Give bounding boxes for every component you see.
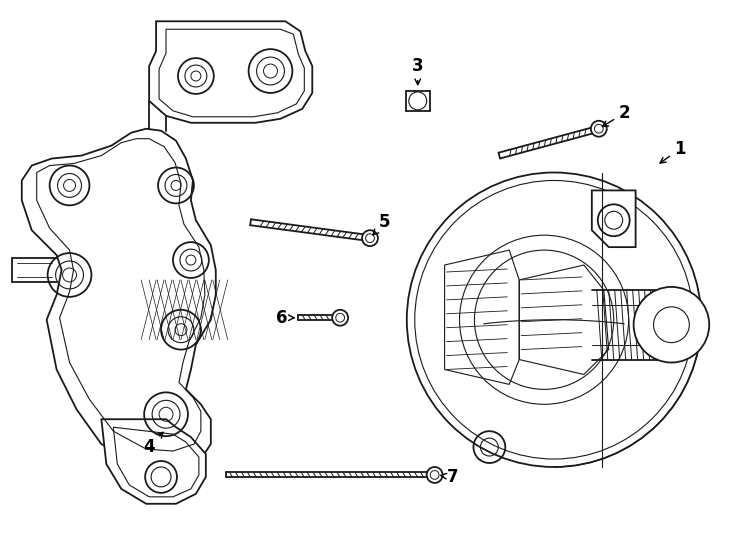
Polygon shape (22, 129, 216, 467)
Text: 3: 3 (412, 57, 424, 85)
Circle shape (407, 172, 701, 467)
Circle shape (653, 307, 689, 342)
Text: 6: 6 (276, 309, 294, 327)
Circle shape (633, 287, 709, 362)
Text: 5: 5 (373, 213, 390, 235)
Polygon shape (149, 21, 312, 123)
Polygon shape (592, 191, 636, 247)
Text: 7: 7 (440, 468, 458, 486)
Polygon shape (101, 419, 206, 504)
Text: 1: 1 (660, 140, 686, 163)
Text: 2: 2 (603, 104, 631, 126)
Text: 4: 4 (143, 433, 163, 456)
